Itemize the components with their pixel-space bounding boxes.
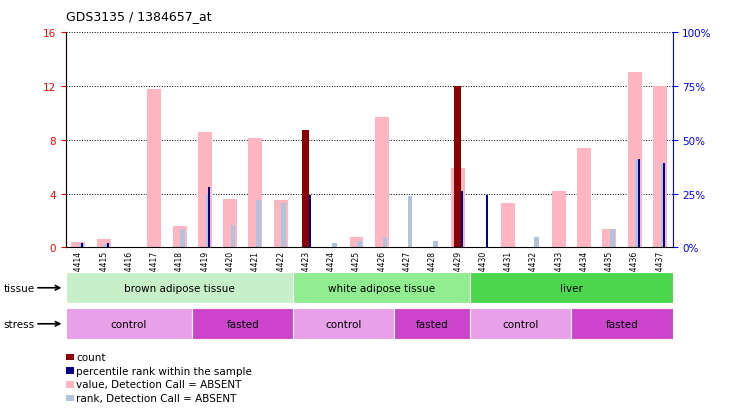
Bar — [349, 237, 363, 248]
Text: brown adipose tissue: brown adipose tissue — [124, 283, 235, 293]
Bar — [486, 195, 488, 248]
Bar — [470, 273, 673, 304]
Bar — [501, 204, 515, 248]
Bar — [552, 191, 566, 248]
Bar — [303, 131, 309, 248]
Text: percentile rank within the sample: percentile rank within the sample — [76, 366, 252, 376]
Bar — [181, 229, 185, 248]
Bar — [256, 201, 261, 248]
Bar — [433, 241, 438, 248]
Text: rank, Detection Call = ABSENT: rank, Detection Call = ABSENT — [76, 393, 236, 403]
Text: control: control — [503, 319, 539, 329]
Bar — [635, 161, 640, 248]
Bar — [454, 87, 461, 248]
Bar — [628, 73, 642, 248]
Text: control: control — [111, 319, 147, 329]
Bar — [81, 244, 83, 248]
Text: fasted: fasted — [227, 319, 259, 329]
Bar — [205, 194, 210, 248]
Bar — [148, 89, 162, 248]
Bar — [281, 204, 286, 248]
Text: tissue: tissue — [4, 283, 35, 293]
Bar — [192, 309, 293, 339]
Text: control: control — [326, 319, 362, 329]
Bar — [663, 163, 665, 248]
Bar — [408, 197, 412, 248]
Bar — [572, 309, 673, 339]
Bar — [375, 118, 389, 248]
Bar — [470, 309, 572, 339]
Text: GDS3135 / 1384657_at: GDS3135 / 1384657_at — [66, 10, 211, 23]
Bar — [107, 244, 109, 248]
Bar — [577, 148, 591, 248]
Bar — [293, 309, 395, 339]
Bar — [637, 159, 640, 248]
Bar — [357, 241, 362, 248]
Bar — [79, 244, 84, 248]
Text: white adipose tissue: white adipose tissue — [328, 283, 436, 293]
Bar — [96, 240, 110, 248]
Bar — [173, 226, 186, 248]
Bar — [309, 195, 311, 248]
Bar — [332, 244, 336, 248]
Bar — [273, 201, 287, 248]
Text: stress: stress — [4, 319, 35, 329]
Bar — [66, 309, 192, 339]
Bar — [602, 229, 616, 248]
Bar — [198, 132, 212, 248]
Bar — [382, 237, 387, 248]
Bar — [66, 273, 293, 304]
Text: count: count — [76, 352, 105, 362]
Bar — [208, 188, 210, 248]
Bar — [451, 169, 465, 248]
Bar — [293, 273, 470, 304]
Bar — [534, 237, 539, 248]
Bar — [610, 229, 615, 248]
Bar — [105, 244, 109, 248]
Bar — [661, 163, 665, 248]
Bar — [461, 191, 463, 248]
Text: liver: liver — [560, 283, 583, 293]
Bar — [395, 309, 470, 339]
Text: value, Detection Call = ABSENT: value, Detection Call = ABSENT — [76, 380, 241, 389]
Text: fasted: fasted — [605, 319, 638, 329]
Bar — [249, 139, 262, 248]
Bar — [223, 199, 237, 248]
Bar — [231, 225, 235, 248]
Bar — [653, 87, 667, 248]
Text: fasted: fasted — [416, 319, 449, 329]
Bar — [72, 242, 86, 248]
